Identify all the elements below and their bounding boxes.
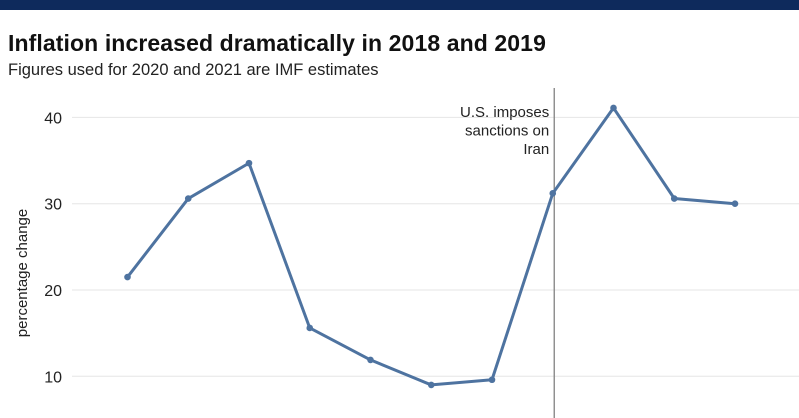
y-tick-label-30: 30	[44, 197, 62, 214]
data-point-8	[610, 104, 617, 112]
data-point-10	[731, 200, 739, 207]
annotation-text-line-1: U.S. imposes	[460, 104, 549, 121]
y-tick-label-40: 40	[44, 110, 62, 127]
y-tick-labels: 10 20 30 40	[44, 110, 62, 386]
data-point-6	[488, 376, 496, 384]
y-axis-title: percentage change	[14, 209, 31, 337]
series-line	[126, 106, 736, 387]
annotation-text-line-2: sanctions on	[465, 123, 549, 140]
top-brand-bar	[0, 0, 799, 10]
data-point-5	[427, 381, 435, 389]
data-point-3	[306, 324, 314, 332]
y-tick-label-20: 20	[44, 283, 62, 300]
data-point-1	[184, 195, 192, 202]
data-point-2	[245, 159, 253, 167]
data-point-9	[670, 195, 678, 202]
data-points	[124, 104, 739, 389]
data-point-4	[367, 356, 374, 364]
data-point-7	[549, 190, 557, 197]
gridlines	[72, 116, 799, 377]
chart-subtitle: Figures used for 2020 and 2021 are IMF e…	[8, 61, 379, 79]
data-point-0	[124, 273, 131, 281]
annotation-text-line-3: Iran	[523, 141, 549, 158]
y-tick-label-10: 10	[44, 369, 62, 386]
chart-title: Inflation increased dramatically in 2018…	[8, 30, 546, 56]
